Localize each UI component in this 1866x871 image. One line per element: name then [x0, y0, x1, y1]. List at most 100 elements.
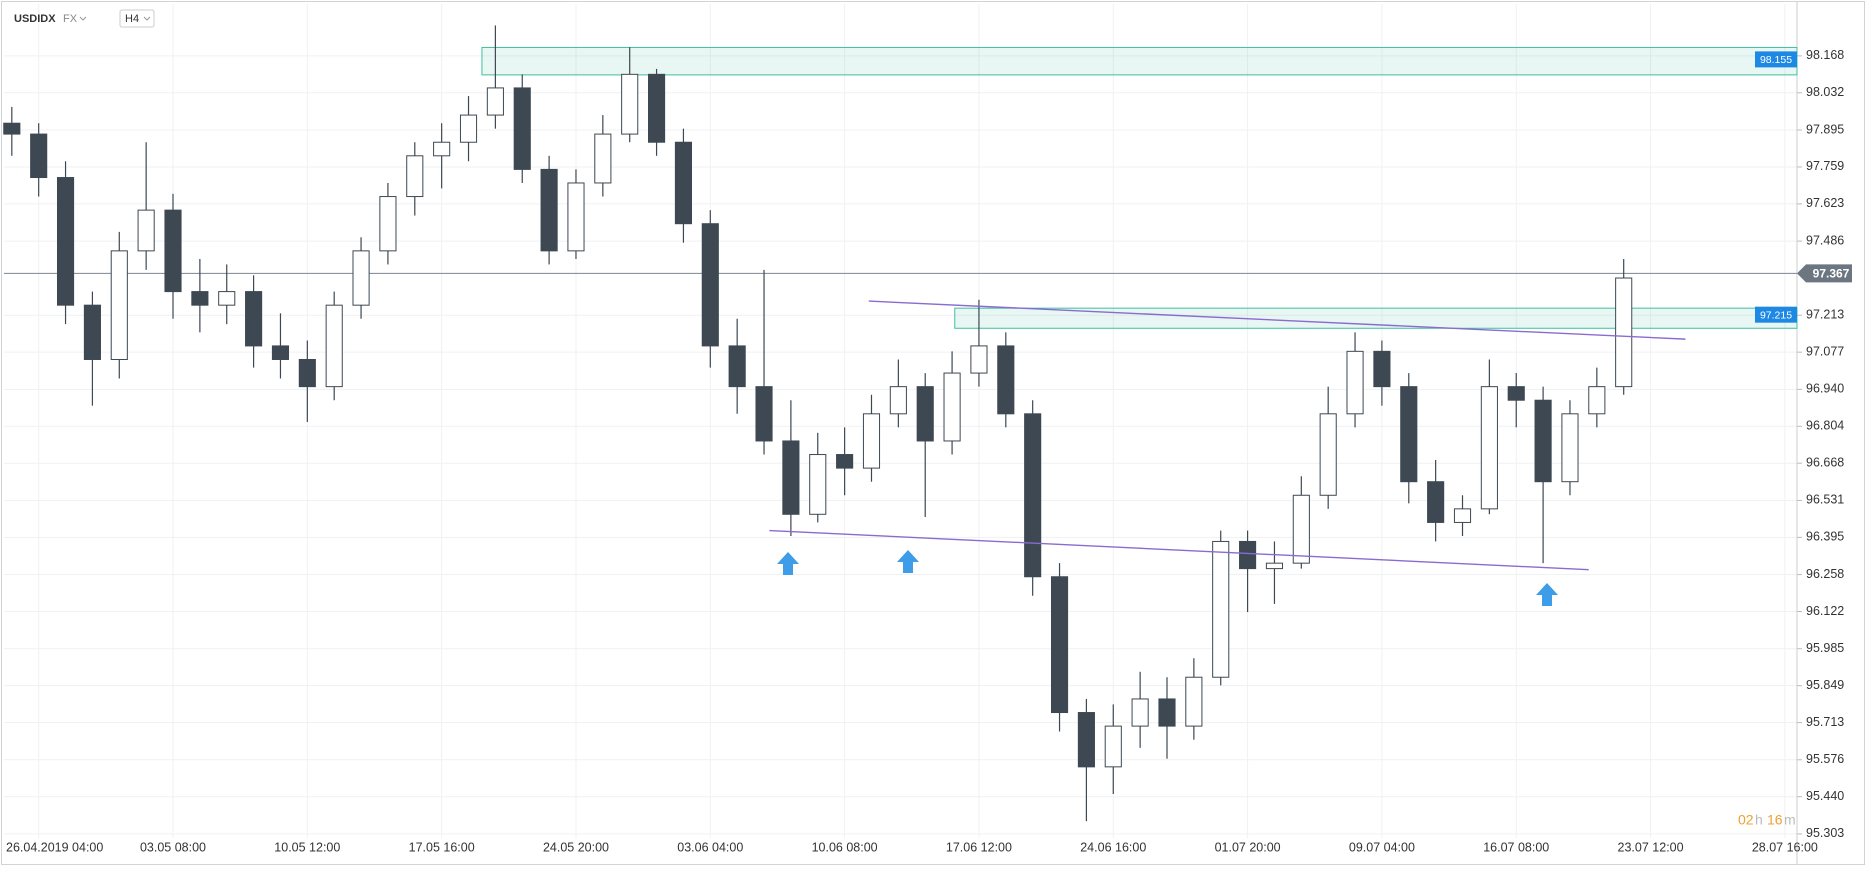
x-tick-label: 10.05 12:00 — [274, 840, 340, 854]
up-arrow — [897, 550, 919, 573]
y-tick-label: 96.258 — [1806, 567, 1844, 581]
candle-body — [648, 73, 666, 143]
x-tick-label: 24.06 16:00 — [1080, 840, 1146, 854]
up-arrow — [1536, 583, 1558, 606]
candle-body — [433, 141, 451, 157]
candle-body — [352, 250, 370, 306]
candle-body — [1292, 494, 1310, 564]
x-tick-label: 23.07 12:00 — [1618, 840, 1684, 854]
y-tick-label: 98.168 — [1806, 48, 1844, 62]
x-tick-label: 24.05 20:00 — [543, 840, 609, 854]
x-tick-label: 01.07 20:00 — [1215, 840, 1281, 854]
candle-body — [1615, 277, 1633, 388]
last-price-label: 97.367 — [1813, 267, 1850, 281]
candle-body — [674, 141, 692, 225]
candle-body — [1588, 386, 1606, 415]
arrows — [777, 550, 1558, 606]
y-tick-label: 95.440 — [1806, 789, 1844, 803]
y-tick-label: 95.985 — [1806, 641, 1844, 655]
candle-body — [701, 223, 719, 347]
y-tick-label: 96.804 — [1806, 419, 1844, 433]
y-tick-label: 97.895 — [1806, 122, 1844, 136]
candle-body — [325, 304, 343, 388]
x-tick-label: 28.07 16:00 — [1752, 840, 1818, 854]
zone-tag-label: 98.155 — [1760, 54, 1792, 66]
candle-body — [916, 386, 934, 442]
y-tick-label: 98.032 — [1806, 85, 1844, 99]
trendline — [868, 300, 1686, 340]
candle-body — [1131, 698, 1149, 727]
last-price-tag — [1797, 264, 1852, 283]
trendline — [769, 529, 1589, 571]
plot — [3, 25, 1798, 822]
y-tick-label: 96.122 — [1806, 604, 1844, 618]
y-tick-label: 95.849 — [1806, 678, 1844, 692]
candle-body — [1346, 350, 1364, 415]
candle-body — [110, 250, 128, 360]
candle-body — [1427, 481, 1445, 523]
timer-h: h — [1755, 812, 1763, 828]
candle-body — [191, 291, 209, 306]
candle-body — [137, 209, 155, 252]
interval-box[interactable] — [119, 9, 155, 28]
candle-body — [1400, 386, 1418, 483]
candle-body — [1265, 562, 1284, 570]
candle-body — [997, 345, 1015, 415]
candle-body — [1212, 540, 1230, 678]
candle-body — [271, 345, 290, 360]
candle-body — [540, 168, 558, 252]
candle-body — [56, 177, 75, 306]
y-tick-label: 97.623 — [1806, 196, 1844, 210]
candle-body — [1024, 413, 1042, 578]
candle-body — [245, 291, 263, 347]
market[interactable]: FX — [63, 13, 78, 25]
y-tick-label: 96.668 — [1806, 456, 1844, 470]
x-tick-label: 26.04.2019 04:00 — [6, 840, 103, 854]
candle-body — [1480, 386, 1498, 510]
candle-body — [486, 87, 504, 116]
symbol[interactable]: USDIDX — [14, 13, 56, 25]
candle-body — [1158, 698, 1176, 727]
candle-body — [298, 358, 316, 388]
y-tick-label: 95.576 — [1806, 752, 1844, 766]
candle-body — [1561, 413, 1579, 483]
y-tick-label: 96.395 — [1806, 530, 1844, 544]
candle-body — [406, 155, 424, 198]
x-tick-label: 03.06 04:00 — [677, 840, 743, 854]
y-tick-label: 97.759 — [1806, 159, 1844, 173]
candle-body — [594, 133, 612, 184]
candle-body — [755, 386, 773, 442]
market-dropdown[interactable] — [79, 16, 87, 21]
y-tick-label: 96.940 — [1806, 382, 1844, 396]
interval-dropdown[interactable] — [143, 16, 151, 21]
zone — [481, 46, 1798, 76]
timer-m: m — [1784, 812, 1796, 828]
candle-body — [1373, 350, 1391, 388]
x-tick-label: 17.05 16:00 — [409, 840, 475, 854]
zone-tag — [1755, 51, 1797, 68]
candle-body — [862, 413, 881, 469]
y-tick-label: 95.303 — [1806, 826, 1844, 840]
timer-hours: 02 — [1738, 812, 1754, 828]
candle-body — [1319, 413, 1337, 496]
up-arrow — [777, 552, 799, 575]
x-tick-label: 09.07 04:00 — [1349, 840, 1415, 854]
x-tick-label: 17.06 12:00 — [946, 840, 1012, 854]
candle-body — [1453, 508, 1472, 523]
y-tick-label: 96.531 — [1806, 493, 1844, 507]
candle-body — [513, 87, 531, 170]
candle-body — [83, 304, 101, 360]
candle-body — [567, 182, 585, 252]
candle-body — [728, 345, 746, 388]
candle-body — [30, 133, 48, 179]
candle-body — [164, 209, 182, 293]
candle-body — [943, 372, 961, 442]
timer-minutes: 16 — [1767, 812, 1783, 828]
interval[interactable]: H4 — [125, 13, 139, 25]
candle-body — [1239, 540, 1257, 570]
candle-body — [970, 345, 988, 374]
y-tick-label: 97.077 — [1806, 344, 1844, 358]
candle-body — [782, 440, 800, 515]
